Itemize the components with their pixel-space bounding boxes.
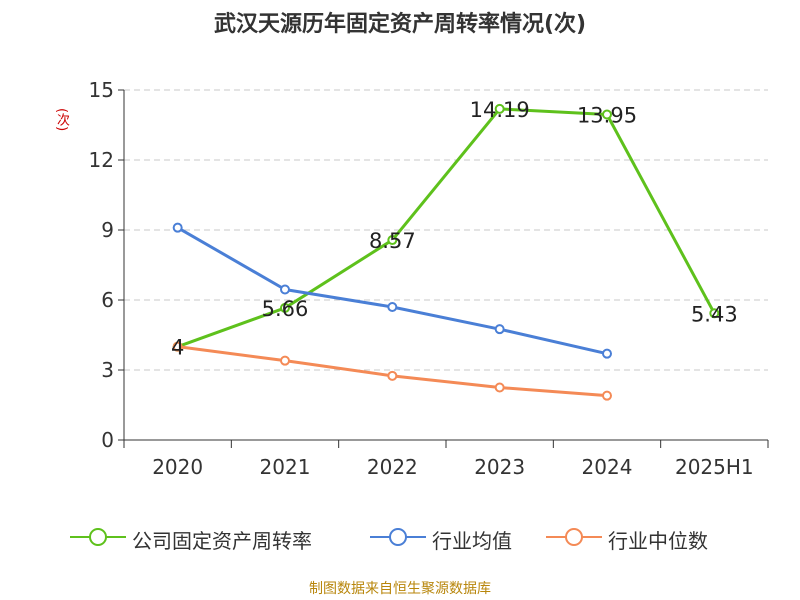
x-tick-label: 2023 (474, 455, 525, 479)
legend-marker-industry-median-icon (546, 528, 602, 546)
x-tick-label: 2022 (367, 455, 418, 479)
data-point (494, 103, 505, 114)
data-point (387, 235, 398, 246)
data-point (494, 382, 505, 393)
data-point (602, 109, 612, 120)
data-source-note: 制图数据来自恒生聚源数据库 (309, 581, 491, 597)
data-point (602, 390, 612, 401)
grid-lines (124, 89, 768, 371)
legend-label-company: 公司固定资产周转率 (132, 529, 312, 553)
y-tick-label: 9 (101, 218, 114, 242)
data-labels: 4 5.66 8.57 14.19 13.95 5.43 (171, 98, 738, 360)
y-tick-label: 3 (101, 358, 114, 382)
data-point (280, 355, 290, 366)
data-point (280, 302, 290, 313)
chart-title: 武汉天源历年固定资产周转率情况(次) (213, 12, 587, 37)
data-label: 4 (171, 336, 184, 360)
legend-marker-company-icon (70, 528, 126, 546)
legend-label-industry-avg: 行业均值 (432, 529, 512, 553)
x-tick-label: 2020 (152, 455, 203, 479)
y-tick-label: 12 (89, 148, 114, 172)
data-label: 5.43 (691, 302, 738, 326)
axes: 0 3 6 9 12 15 2020 2021 2022 2023 2024 2025H1 (89, 78, 769, 479)
series-lines (172, 103, 720, 401)
data-label: 5.66 (262, 297, 309, 321)
data-point (602, 348, 612, 359)
data-label: 8.57 (369, 229, 416, 253)
data-point (172, 222, 183, 233)
data-label: 13.95 (577, 104, 637, 128)
data-point (494, 324, 505, 335)
data-point (280, 284, 290, 295)
y-tick-label: 6 (101, 288, 114, 312)
x-tick-label: 2024 (582, 455, 633, 479)
legend-marker-industry-avg-icon (370, 528, 426, 546)
y-tick-label: 15 (89, 78, 114, 102)
y-tick-label: 0 (101, 428, 114, 452)
legend-label-industry-median: 行业中位数 (608, 529, 708, 553)
series-line-0 (177, 107, 716, 349)
legend: 公司固定资产周转率 行业均值 行业中位数 (70, 523, 750, 553)
x-tick-label: 2021 (260, 455, 311, 479)
y-axis-unit: (次) (54, 108, 69, 132)
x-tick-label: 2025H1 (675, 455, 754, 479)
data-point (709, 308, 720, 319)
data-point (387, 370, 398, 381)
data-point (172, 341, 183, 352)
data-label: 14.19 (470, 98, 530, 122)
data-point (387, 302, 398, 312)
